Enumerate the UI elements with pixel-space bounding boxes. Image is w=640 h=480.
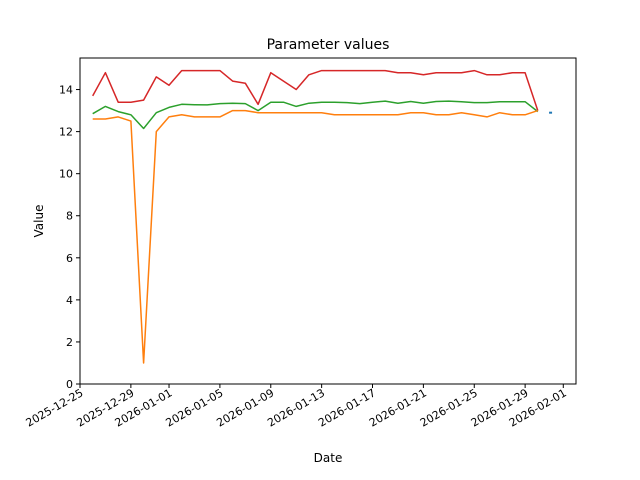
y-axis-label: Value xyxy=(32,205,46,238)
y-tick-label-5: 10 xyxy=(59,168,73,181)
y-tick-label-1: 2 xyxy=(66,336,73,349)
y-tick-label-2: 4 xyxy=(66,294,73,307)
plot-frame xyxy=(79,57,577,385)
axis-ticks: 024681012142025-12-252025-12-292026-01-0… xyxy=(24,84,569,430)
y-tick-label-3: 6 xyxy=(66,252,73,265)
series-line-2 xyxy=(92,100,539,130)
x-axis-label: Date xyxy=(314,451,343,465)
y-tick-label-6: 12 xyxy=(59,126,73,139)
y-tick-label-0: 0 xyxy=(66,378,73,391)
series-line-1 xyxy=(92,69,539,111)
y-tick-label-4: 8 xyxy=(66,210,73,223)
plot-marks xyxy=(92,69,553,364)
y-tick-label-7: 14 xyxy=(59,84,73,97)
series-line-3 xyxy=(92,109,539,364)
chart-title: Parameter values xyxy=(267,37,390,53)
